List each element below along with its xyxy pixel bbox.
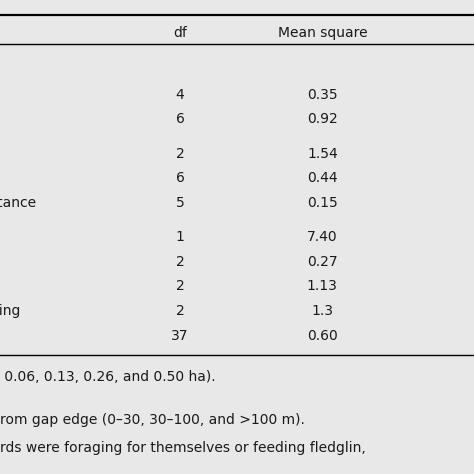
Text: rds were foraging for themselves or feeding fledglin,: rds were foraging for themselves or feed… — [0, 441, 366, 455]
Text: rom gap edge (0–30, 30–100, and >100 m).: rom gap edge (0–30, 30–100, and >100 m). — [0, 413, 305, 427]
Text: 5: 5 — [176, 196, 184, 210]
Text: stance: stance — [0, 196, 36, 210]
Text: 2: 2 — [176, 255, 184, 269]
Text: 2: 2 — [176, 146, 184, 161]
Text: df: df — [173, 26, 187, 40]
Text: 1: 1 — [176, 230, 184, 244]
Text: 0.60: 0.60 — [307, 328, 337, 343]
Text: 4: 4 — [176, 88, 184, 102]
Text: 0.06, 0.13, 0.26, and 0.50 ha).: 0.06, 0.13, 0.26, and 0.50 ha). — [0, 370, 216, 383]
Text: 0.92: 0.92 — [307, 112, 337, 127]
Text: ding: ding — [0, 304, 21, 318]
Text: 1.54: 1.54 — [307, 146, 337, 161]
Text: Mean square: Mean square — [277, 26, 367, 40]
Text: 6: 6 — [176, 112, 184, 127]
Text: 2: 2 — [176, 279, 184, 293]
Text: 1.3: 1.3 — [311, 304, 333, 318]
Text: 37: 37 — [172, 328, 189, 343]
Text: 7.40: 7.40 — [307, 230, 337, 244]
Text: 1.13: 1.13 — [307, 279, 338, 293]
Text: 0.44: 0.44 — [307, 171, 337, 185]
Text: 0.15: 0.15 — [307, 196, 337, 210]
Text: 0.35: 0.35 — [307, 88, 337, 102]
Text: 2: 2 — [176, 304, 184, 318]
Text: 6: 6 — [176, 171, 184, 185]
Text: 0.27: 0.27 — [307, 255, 337, 269]
